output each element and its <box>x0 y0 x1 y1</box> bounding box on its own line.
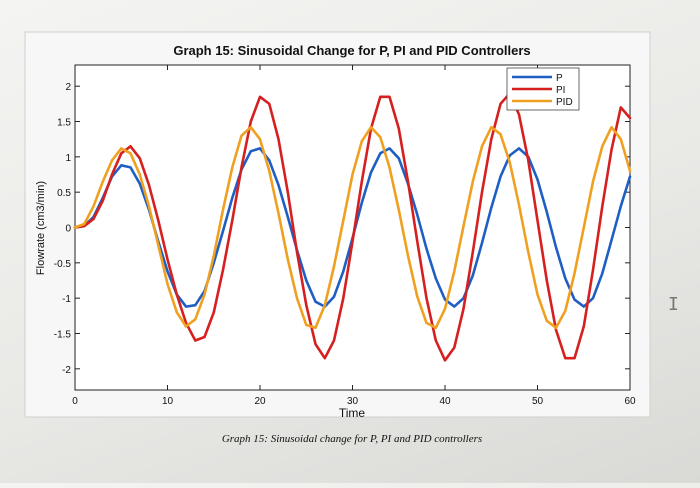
x-tick-label: 60 <box>624 396 636 407</box>
figure-caption: Graph 15: Sinusoidal change for P, PI an… <box>222 433 482 445</box>
series-group <box>73 92 632 362</box>
chart-title: Graph 15: Sinusoidal Change for P, PI an… <box>173 43 530 58</box>
legend-label-p: P <box>556 73 563 84</box>
y-tick-label: -0.5 <box>54 259 72 270</box>
legend-label-pid: PID <box>556 97 573 108</box>
y-axis-label: Flowrate (cm3/min) <box>35 181 47 275</box>
y-tick-label: 1 <box>65 153 71 164</box>
y-tick-label: -1.5 <box>54 329 72 340</box>
y-tick-label: -2 <box>62 365 71 376</box>
text-cursor-icon: I <box>668 294 679 315</box>
x-tick-label: 50 <box>532 396 544 407</box>
y-tick-label: 0 <box>65 224 71 235</box>
series-line-pid <box>73 125 632 330</box>
x-tick-label: 40 <box>439 396 451 407</box>
legend-label-pi: PI <box>556 85 565 96</box>
y-tick-label: 1.5 <box>57 118 71 129</box>
plot-area <box>74 64 631 391</box>
y-tick-label: 2 <box>65 82 71 93</box>
x-tick-label: 0 <box>72 396 78 407</box>
x-axis-label: Time <box>339 406 366 420</box>
y-tick-label: -1 <box>62 294 71 305</box>
x-tick-label: 10 <box>162 396 174 407</box>
x-tick-label: 30 <box>347 396 359 407</box>
x-tick-label: 20 <box>254 396 266 407</box>
y-tick-label: 0.5 <box>57 188 71 199</box>
series-line-pi <box>73 92 632 362</box>
